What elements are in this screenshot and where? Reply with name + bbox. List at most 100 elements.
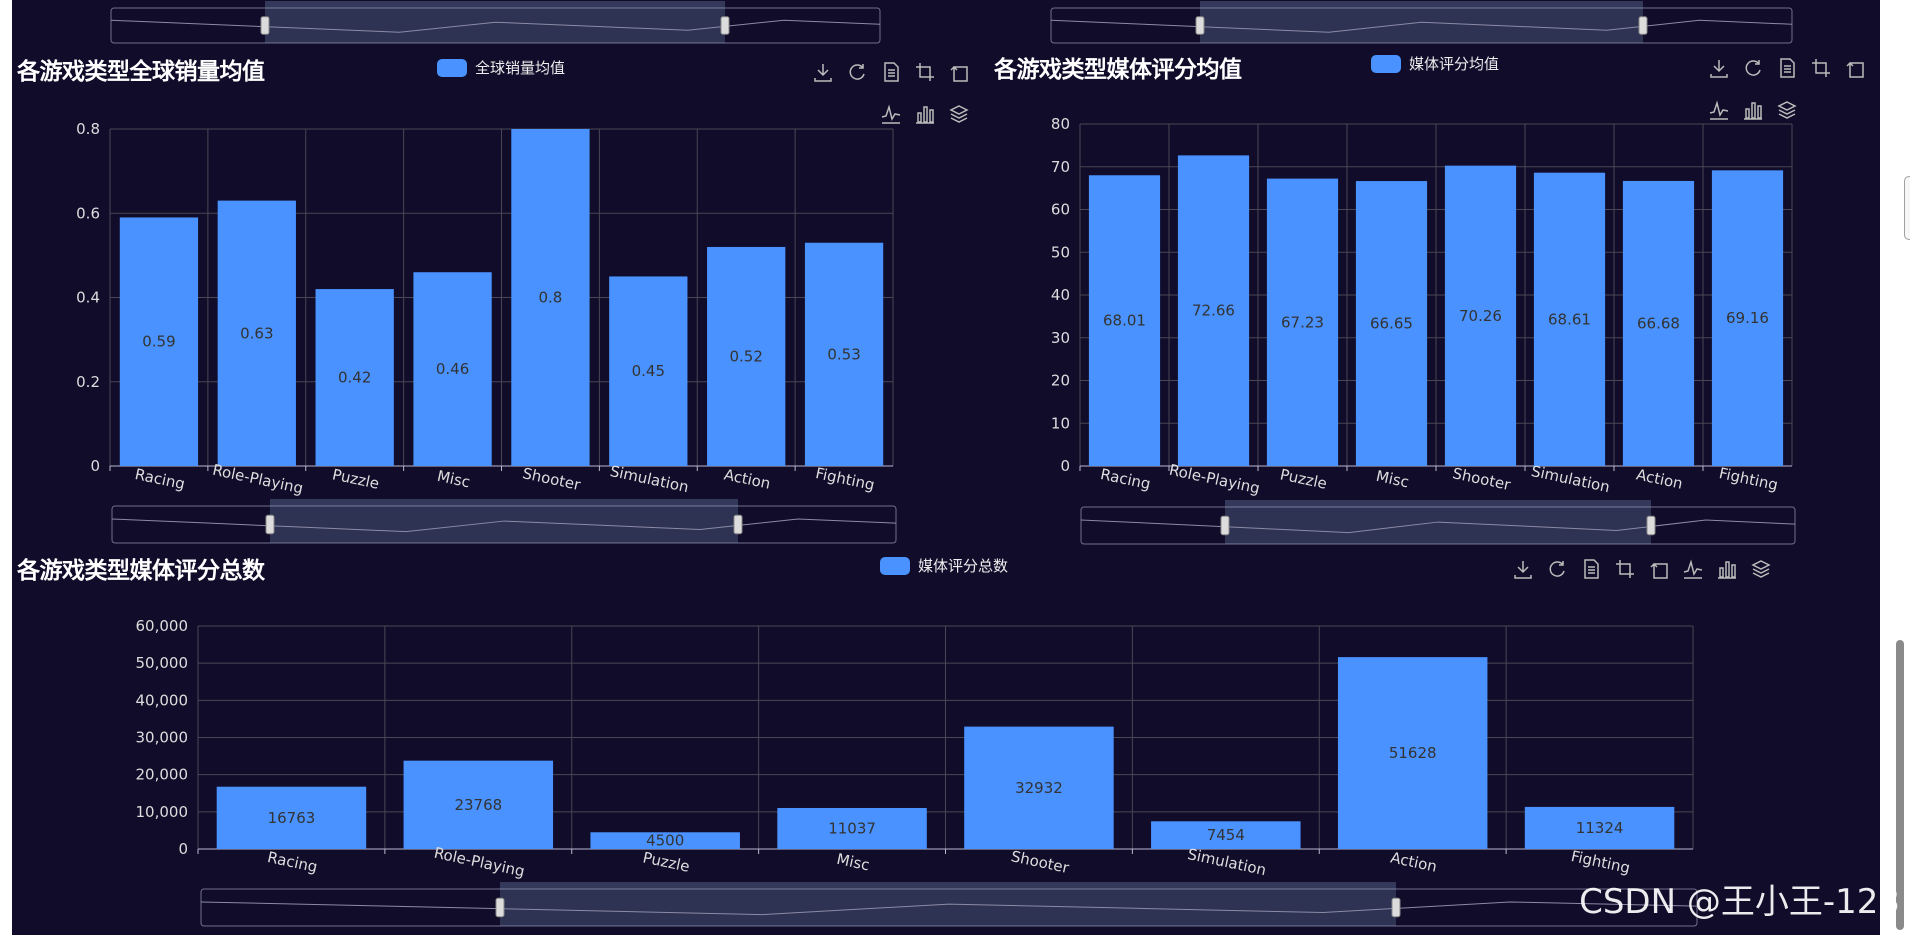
chart-toolbox xyxy=(800,61,970,125)
x-tick-label: Simulation xyxy=(1186,845,1268,879)
bar-value-label: 51628 xyxy=(1389,744,1437,762)
bar xyxy=(119,217,199,466)
y-tick-label: 0.4 xyxy=(76,289,100,307)
bar xyxy=(1088,175,1161,466)
bar-value-label: 23768 xyxy=(454,796,502,814)
bar xyxy=(217,200,296,467)
bar xyxy=(1622,180,1695,466)
legend-swatch xyxy=(880,556,910,575)
data-zoom-shadow-line xyxy=(1080,519,1796,534)
refresh-icon[interactable] xyxy=(846,61,868,83)
legend-swatch xyxy=(437,58,467,77)
download-icon[interactable] xyxy=(1512,558,1534,580)
bar xyxy=(403,760,554,849)
legend-item[interactable]: 媒体评分均值 xyxy=(1371,53,1499,74)
bar xyxy=(1355,181,1428,467)
line-chart-icon[interactable] xyxy=(880,103,902,125)
x-tick-label: Simulation xyxy=(1530,462,1612,496)
bar-value-label: 0.45 xyxy=(632,362,665,380)
side-panel-tab[interactable] xyxy=(1904,176,1910,240)
data-zoom-window xyxy=(500,889,1396,926)
bar xyxy=(964,726,1114,849)
data-zoom-handle xyxy=(260,16,270,35)
bar-value-label: 0.8 xyxy=(539,289,563,307)
stack-icon[interactable] xyxy=(948,103,970,125)
y-tick-label: 0 xyxy=(90,457,100,475)
data-zoom-shadow-line xyxy=(110,19,881,33)
zoom-icon[interactable] xyxy=(914,61,936,83)
data-zoom-handle xyxy=(1638,16,1648,35)
y-tick-label: 20,000 xyxy=(136,766,189,784)
y-tick-label: 10,000 xyxy=(136,803,189,821)
line-chart-icon[interactable] xyxy=(1708,99,1730,121)
x-tick-label: Fighting xyxy=(1569,847,1631,877)
download-icon[interactable] xyxy=(1708,57,1730,79)
page-scrollbar[interactable] xyxy=(1880,0,1910,935)
stack-icon[interactable] xyxy=(1776,99,1798,121)
x-tick-label: Action xyxy=(1389,848,1439,875)
bar xyxy=(315,289,394,466)
bar xyxy=(777,807,927,849)
bar-value-label: 7454 xyxy=(1207,826,1245,844)
data-view-icon[interactable] xyxy=(1776,57,1798,79)
x-tick-label: Puzzle xyxy=(331,465,381,492)
data-zoom-handle xyxy=(495,897,505,918)
data-zoom-window xyxy=(270,506,738,543)
data-zoom-move-bar xyxy=(270,499,738,506)
data-zoom-slider xyxy=(1080,506,1796,545)
y-tick-label: 80 xyxy=(1051,115,1070,133)
bar xyxy=(413,272,492,466)
data-zoom-slider xyxy=(110,7,881,44)
zoom-reset-icon[interactable] xyxy=(948,61,970,83)
data-zoom-move-bar xyxy=(1225,500,1651,507)
bar-value-label: 66.65 xyxy=(1370,315,1413,333)
chart-toolbox xyxy=(1512,558,1772,580)
y-tick-label: 30,000 xyxy=(136,729,189,747)
y-tick-label: 10 xyxy=(1051,414,1070,432)
y-tick-label: 20 xyxy=(1051,372,1070,390)
bar xyxy=(590,832,740,849)
data-zoom-handle xyxy=(1391,897,1401,918)
y-tick-label: 0.8 xyxy=(76,120,100,138)
bar xyxy=(216,786,367,849)
bar-value-label: 0.53 xyxy=(827,345,860,363)
bar-value-label: 0.46 xyxy=(436,360,469,378)
bar xyxy=(1711,170,1784,466)
y-tick-label: 0 xyxy=(178,840,188,858)
y-tick-label: 0.6 xyxy=(76,204,100,222)
bar-value-label: 0.63 xyxy=(240,324,273,342)
bar-chart-icon[interactable] xyxy=(1742,99,1764,121)
bar-value-label: 0.42 xyxy=(338,369,371,387)
bar-chart-icon[interactable] xyxy=(1716,558,1738,580)
bar-value-label: 4500 xyxy=(646,832,684,850)
legend-item[interactable]: 全球销量均值 xyxy=(437,57,565,78)
bar-value-label: 69.16 xyxy=(1726,309,1769,327)
data-view-icon[interactable] xyxy=(1580,558,1602,580)
data-zoom-shadow-line xyxy=(200,901,1698,916)
bar xyxy=(609,276,688,466)
data-zoom-handle xyxy=(1195,16,1205,35)
x-tick-label: Misc xyxy=(835,850,871,875)
download-icon[interactable] xyxy=(812,61,834,83)
data-zoom-slider xyxy=(1050,7,1793,44)
bar-value-label: 67.23 xyxy=(1281,313,1324,331)
y-tick-label: 50,000 xyxy=(136,654,189,672)
scrollbar-thumb[interactable] xyxy=(1896,640,1904,930)
chart-title: 各游戏类型全球销量均值 xyxy=(17,59,265,85)
zoom-reset-icon[interactable] xyxy=(1844,57,1866,79)
refresh-icon[interactable] xyxy=(1742,57,1764,79)
legend-item[interactable]: 媒体评分总数 xyxy=(880,555,1008,576)
x-tick-label: Fighting xyxy=(1717,464,1779,494)
zoom-icon[interactable] xyxy=(1614,558,1636,580)
bar-value-label: 70.26 xyxy=(1459,307,1502,325)
refresh-icon[interactable] xyxy=(1546,558,1568,580)
zoom-icon[interactable] xyxy=(1810,57,1832,79)
chart-title: 各游戏类型媒体评分均值 xyxy=(994,57,1242,83)
stack-icon[interactable] xyxy=(1750,558,1772,580)
data-view-icon[interactable] xyxy=(880,61,902,83)
bar-chart-icon[interactable] xyxy=(914,103,936,125)
zoom-reset-icon[interactable] xyxy=(1648,558,1670,580)
line-chart-icon[interactable] xyxy=(1682,558,1704,580)
bar-value-label: 66.68 xyxy=(1637,314,1680,332)
y-tick-label: 30 xyxy=(1051,329,1070,347)
